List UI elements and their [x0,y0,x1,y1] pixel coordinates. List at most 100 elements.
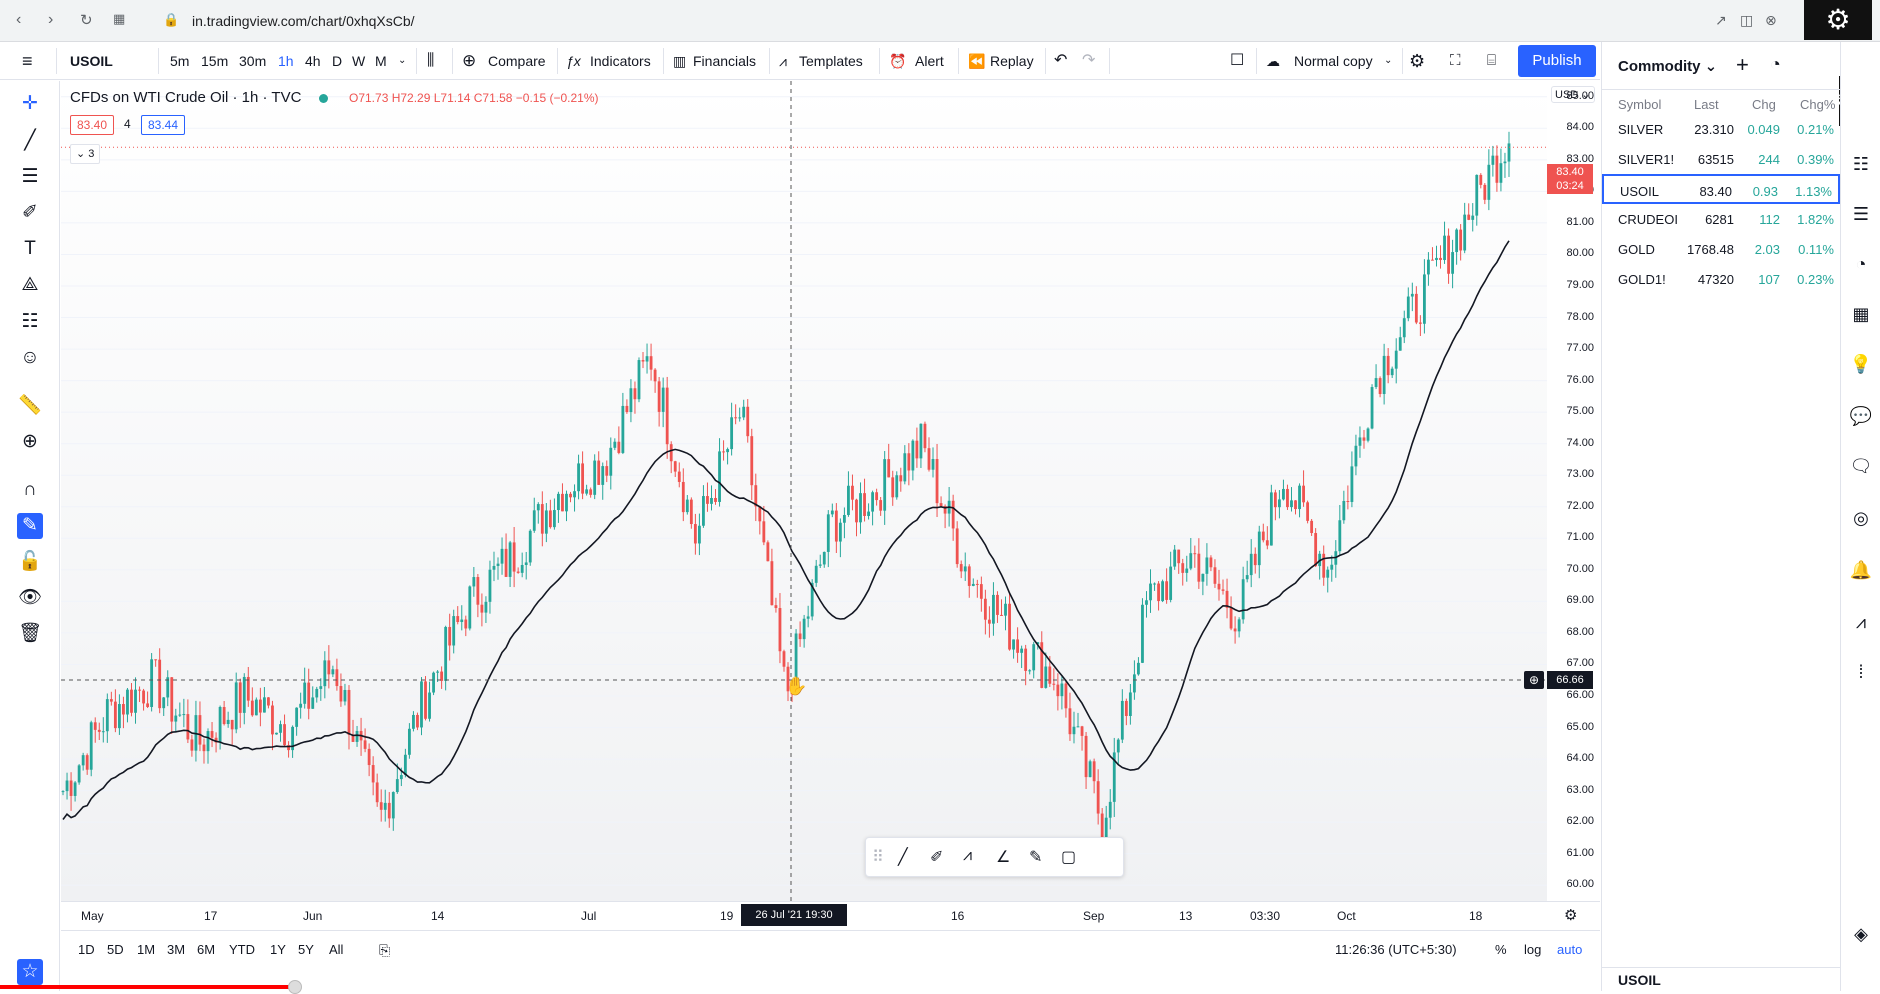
forward-icon[interactable]: › [48,11,54,28]
range-6m[interactable]: 6M [197,942,216,957]
line-tool-icon[interactable]: ╱ [898,849,908,866]
back-icon[interactable]: ‹ [16,11,22,28]
range-5d[interactable]: 5D [107,942,124,957]
zoom-in-icon[interactable]: ⊕ [22,431,38,452]
auto-scale-toggle[interactable]: auto [1557,942,1583,957]
sell-price-button[interactable]: 83.40 [70,115,115,135]
templates-button[interactable]: Templates [799,53,863,69]
interval-4h[interactable]: 4h [305,53,321,69]
chats-icon[interactable]: 💬 [1849,406,1873,426]
trash-icon[interactable]: 🗑 [17,623,43,644]
brush-tool-icon[interactable]: ✐ [930,849,944,866]
price-axis[interactable]: USD ⌄ 85.0084.0083.0082.0081.0080.0079.0… [1547,81,1600,901]
calendar-icon[interactable]: ▦ [1852,304,1870,324]
range-1d[interactable]: 1D [78,942,95,957]
interval-d[interactable]: D [332,53,343,69]
undo-icon[interactable]: ↶ [1054,52,1068,69]
ruler-icon[interactable]: 📏 [18,395,42,416]
magnet-icon[interactable]: ∩ [23,479,37,500]
interval-15m[interactable]: 15m [201,53,229,69]
layout-name[interactable]: Normal copy [1294,53,1373,69]
camera-icon[interactable]: ◫ [1740,12,1754,28]
candles-type-icon[interactable]: ⫼ [427,52,435,69]
messages-icon[interactable]: 🗨 [1849,456,1873,476]
emoji-icon[interactable]: ☺ [20,347,40,368]
prediction-icon[interactable]: ☷ [21,311,39,332]
favorites-star-icon[interactable]: ☆ [17,959,43,985]
symbol-search[interactable]: USOIL [70,53,113,69]
buy-price-button[interactable]: 83.44 [141,115,186,135]
intervals-dropdown-icon[interactable]: ⌄ [398,55,407,66]
snapshot-camera-icon[interactable]: ⌸ [1487,52,1497,69]
details-icon[interactable]: ☰ [1852,204,1870,224]
indicators-collapse-button[interactable]: ⌄ 3 [70,144,101,164]
footer-symbol[interactable]: USOIL [1618,972,1661,988]
clock[interactable]: 11:26:36 (UTC+5:30) [1335,942,1457,957]
lock-drawings-icon[interactable]: 🔓 [18,551,42,572]
text-tool-icon[interactable]: T [24,238,36,259]
publish-button[interactable]: Publish [1518,45,1596,77]
watchlist-row[interactable]: GOLD 1768.48 2.03 0.11% [1602,234,1840,264]
price-chart[interactable]: ✋ [61,81,1547,901]
axis-settings-icon[interactable]: ⚙ [1564,907,1578,924]
column-symbol[interactable]: Symbol [1618,97,1662,112]
financials-button[interactable]: Financials [693,53,757,69]
compare-plus-icon[interactable]: ⊕ [462,51,477,70]
redo-icon[interactable]: ↷ [1082,52,1096,69]
layout-dropdown-icon[interactable]: ⌄ [1384,55,1393,66]
layers-icon[interactable]: ◈ [1854,924,1868,944]
watchlist-row[interactable]: SILVER 23.310 0.049 0.21% [1602,114,1840,144]
indicators-button[interactable]: Indicators [590,53,651,69]
drag-handle-icon[interactable]: ⠿ [872,849,884,866]
settings-icon[interactable]: ⚙ [1409,51,1426,71]
compare-button[interactable]: Compare [488,53,546,69]
settings-gear-icon[interactable]: ⚙ [1804,0,1872,40]
pen-tool-icon[interactable]: ✎ [1029,849,1043,866]
alert-button[interactable]: Alert [915,53,944,69]
fib-retracement-icon[interactable]: ☰ [21,166,39,187]
trend-line-icon[interactable]: ╱ [24,130,36,151]
dom-icon[interactable]: ⁞ [1858,662,1864,682]
financials-icon[interactable]: ▥ [673,53,687,69]
percent-scale-toggle[interactable]: % [1495,942,1507,957]
interval-m[interactable]: M [375,53,387,69]
column-chg[interactable]: Chg [1752,97,1776,112]
column-chg-pct[interactable]: Chg% [1800,97,1836,112]
menu-icon[interactable]: ≡ [22,51,33,71]
replay-button[interactable]: Replay [990,53,1034,69]
log-scale-toggle[interactable]: log [1524,942,1542,957]
interval-5m[interactable]: 5m [170,53,190,69]
pattern-icon[interactable]: ⟁ [21,274,39,295]
layout-square-icon[interactable]: ☐ [1230,52,1245,69]
cloud-icon[interactable]: ☁ [1266,53,1280,69]
range-ytd[interactable]: YTD [229,942,255,957]
trading-panel-icon[interactable]: ⩘ [1855,612,1867,632]
watchlist-row[interactable]: GOLD1! 47320 107 0.23% [1602,264,1840,294]
alert-clock-icon[interactable]: ⏰ [889,53,907,69]
stay-in-drawing-mode-icon[interactable]: ✎ [17,513,43,539]
series-title[interactable]: CFDs on WTI Crude Oil · 1h · TVC [70,89,302,106]
fullscreen-icon[interactable]: ⛶ [1450,52,1461,69]
url-text[interactable]: in.tradingview.com/chart/0xhqXsCb/ [192,13,415,29]
path-tool-icon[interactable]: ⩘ [963,847,973,864]
reload-icon[interactable]: ↻ [80,12,93,29]
alerts-bell-icon[interactable]: 🔔 [1849,560,1873,580]
range-5y[interactable]: 5Y [298,942,314,957]
indicators-fx-icon[interactable]: ƒx [566,53,581,69]
replay-icon[interactable]: ⏪ [968,53,986,69]
watchlist-row[interactable]: USOIL 83.40 0.93 1.13% [1602,174,1840,204]
hotlists-icon[interactable]: ◔ [1855,254,1867,274]
angle-tool-icon[interactable]: ∠ [996,849,1011,866]
range-1y[interactable]: 1Y [270,942,286,957]
advanced-view-icon[interactable]: ◔ [1770,54,1781,74]
watchlist-row[interactable]: SILVER1! 63515 244 0.39% [1602,144,1840,174]
interval-1h[interactable]: 1h [278,53,294,69]
interval-w[interactable]: W [352,53,366,69]
templates-icon[interactable]: ⩘ [779,53,787,69]
watchlist-title[interactable]: Commodity ⌄ [1618,58,1718,75]
currency-selector[interactable]: USD ⌄ [1551,86,1595,103]
brush-icon[interactable]: ✐ [22,202,38,223]
time-axis[interactable]: May 17 Jun 14 Jul 19 16 Sep 13 03:30 Oct… [61,901,1600,929]
video-progress-bar[interactable] [0,985,296,989]
add-symbol-icon[interactable]: + [1736,52,1749,77]
